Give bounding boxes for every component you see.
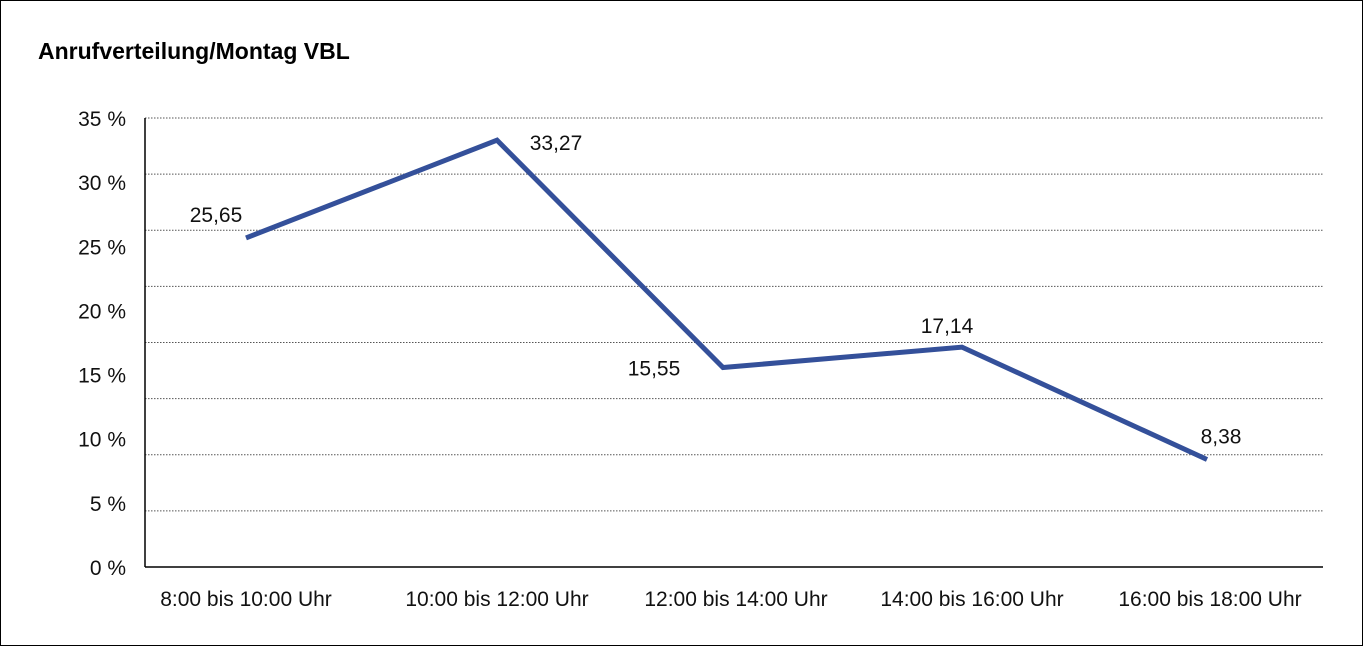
y-tick-label: 10 %	[78, 429, 126, 452]
data-label: 15,55	[628, 358, 681, 381]
x-tick-label: 16:00 bis 18:00 Uhr	[1118, 588, 1301, 611]
data-label: 17,14	[921, 315, 974, 338]
y-tick-label: 35 %	[78, 108, 126, 131]
data-line	[245, 137, 1209, 462]
y-tick-label: 5 %	[90, 493, 126, 516]
chart-title: Anrufverteilung/Montag VBL	[38, 38, 350, 64]
x-tick-label: 12:00 bis 14:00 Uhr	[644, 588, 827, 611]
data-label: 25,65	[190, 204, 243, 227]
x-tick-label: 14:00 bis 16:00 Uhr	[880, 588, 1063, 611]
y-tick-label: 30 %	[78, 172, 126, 195]
y-tick-label: 20 %	[78, 300, 126, 323]
x-tick-label: 8:00 bis 10:00 Uhr	[160, 588, 332, 611]
data-label: 8,38	[1201, 425, 1242, 448]
y-tick-label: 25 %	[78, 236, 126, 259]
data-label: 33,27	[530, 132, 583, 155]
y-tick-label: 0 %	[90, 557, 126, 580]
y-tick-label: 15 %	[78, 365, 126, 388]
x-tick-label: 10:00 bis 12:00 Uhr	[405, 588, 588, 611]
